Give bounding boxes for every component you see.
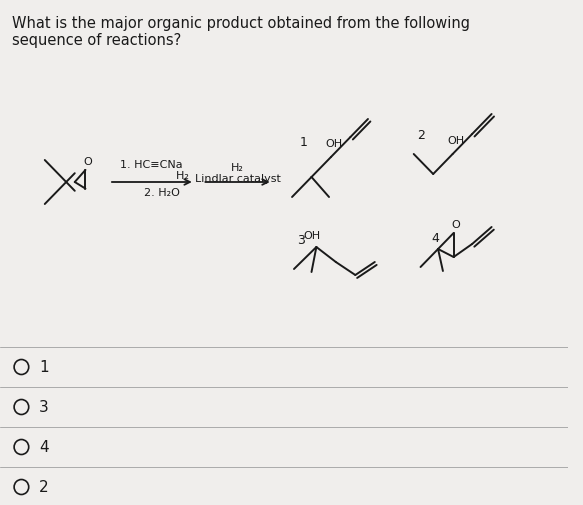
Text: OH: OH — [447, 136, 464, 146]
Text: H₂: H₂ — [231, 163, 244, 173]
Text: O: O — [83, 157, 92, 167]
Text: 3: 3 — [297, 233, 305, 246]
Text: 2: 2 — [39, 480, 48, 494]
Text: H₂: H₂ — [113, 171, 189, 181]
Text: What is the major organic product obtained from the following: What is the major organic product obtain… — [12, 16, 470, 31]
Text: 1: 1 — [300, 135, 308, 148]
Text: OH: OH — [325, 139, 342, 148]
Text: OH: OH — [303, 231, 320, 240]
Text: 1: 1 — [39, 360, 48, 375]
Text: 2: 2 — [417, 128, 424, 141]
Text: 4: 4 — [39, 440, 48, 455]
Text: 3: 3 — [39, 400, 49, 415]
Text: O: O — [451, 220, 460, 230]
Text: 2. H₂O: 2. H₂O — [144, 188, 180, 197]
Text: Lindlar catalyst: Lindlar catalyst — [195, 174, 280, 184]
Text: 4: 4 — [431, 231, 439, 244]
Text: sequence of reactions?: sequence of reactions? — [12, 33, 181, 48]
Text: 1. HC≡CNa: 1. HC≡CNa — [120, 160, 182, 170]
